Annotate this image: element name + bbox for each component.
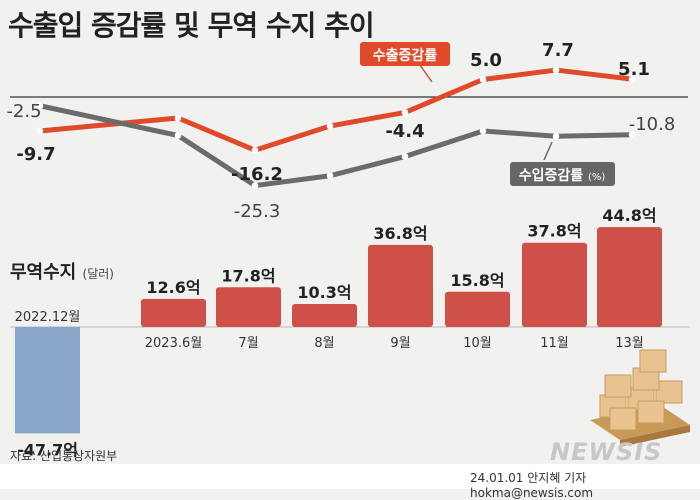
trade-category-label: 10월 [463,336,492,351]
series-0-point-5 [479,76,487,83]
export-value-label: -4.4 [385,121,424,142]
chart-title: 수출입 증감률 및 무역 수지 추이 [8,9,375,42]
series-0-point-1 [174,114,182,122]
export-value-label: 7.7 [542,40,574,61]
series-1-point-1 [174,132,182,139]
trade-bar-7 [597,227,662,327]
import-value-label: -10.8 [629,114,676,135]
export-value-label: 5.0 [470,50,502,71]
cargo-box-2 [655,380,683,404]
chart-figure: -9.7 -16.2 -4.4 5.0 7.7 5.1 -2.5 -25.3 -10.8 수출증감… [6,40,690,459]
trade-category-label: 7월 [238,336,258,351]
export-tag-leader [419,64,433,83]
cargo-box-4 [637,400,665,424]
series-1-point-7 [628,131,636,139]
trade-balance-unit: (달러) [82,267,114,281]
series-0-point-0 [36,127,44,135]
series-1-point-6 [552,132,560,140]
trade-category-label: 9월 [390,336,410,351]
trade-bar-0 [15,327,80,434]
trade-bar-4 [368,244,433,327]
series-line-0 [37,67,635,153]
trade-value-label: 15.8억 [450,271,504,290]
trade-category-label: 2022.12월 [15,310,81,325]
series-1-point-2 [251,182,259,189]
series-line-1 [37,103,635,189]
series-0-point-7 [628,75,636,83]
trade-category-label: 11월 [540,336,569,351]
trade-value-label: 10.3억 [297,283,351,302]
trade-value-label: 17.8억 [221,266,275,285]
import-series-tag [510,162,615,186]
series-0-point-2 [251,146,259,154]
export-value-label: 5.1 [618,59,650,80]
export-series-tag [360,42,450,66]
cargo-box-5 [604,374,632,398]
export-series-tag-text: 수출증감률 [373,47,438,64]
trade-value-label: -47.7억 [17,440,78,459]
cargo-box-3 [609,407,637,431]
trade-bar-6 [522,242,587,327]
source-note: 자료: 산업통상자원부 [10,449,118,463]
trade-bar-1 [141,298,206,327]
series-1-point-5 [479,127,487,135]
import-tag-leader [543,141,553,161]
trade-balance-title: 무역수지 (달러) [10,258,114,284]
import-series-tag-text: 수입증감률 (%) [519,167,606,184]
trade-value-label: 36.8억 [373,224,427,243]
import-series-unit: (%) [588,172,605,183]
series-0-point-6 [552,66,560,74]
series-0-point-3 [326,122,334,130]
export-value-label: -9.7 [16,144,55,165]
series-1-point-4 [401,153,409,160]
trade-balance-label: 무역수지 [10,262,77,283]
trade-bar-5 [445,291,510,327]
footer-bar [0,464,700,489]
trade-value-label: 37.8억 [527,222,581,241]
series-1-point-3 [326,172,334,180]
trade-category-label: 2023.6월 [145,336,202,351]
pallet-edge [620,425,690,447]
credit-line: 24.01.01 안지혜 기자 hokma@newsis.com [470,471,594,500]
trade-bar-2 [216,287,281,327]
series-1-point-0 [36,102,44,110]
newsis-logo: NEWSIS [550,438,663,466]
trade-category-label: 13월 [615,336,644,351]
trade-category-label: 8월 [314,336,334,351]
trade-bar-3 [292,304,357,327]
export-value-label: -16.2 [231,164,283,185]
series-0-point-4 [401,109,409,116]
trade-value-label: 44.8억 [602,206,656,225]
trade-value-label: 12.6억 [146,278,200,297]
cargo-box-7 [639,349,667,373]
import-value-label: -2.5 [6,101,41,122]
import-value-label: -25.3 [234,201,281,222]
